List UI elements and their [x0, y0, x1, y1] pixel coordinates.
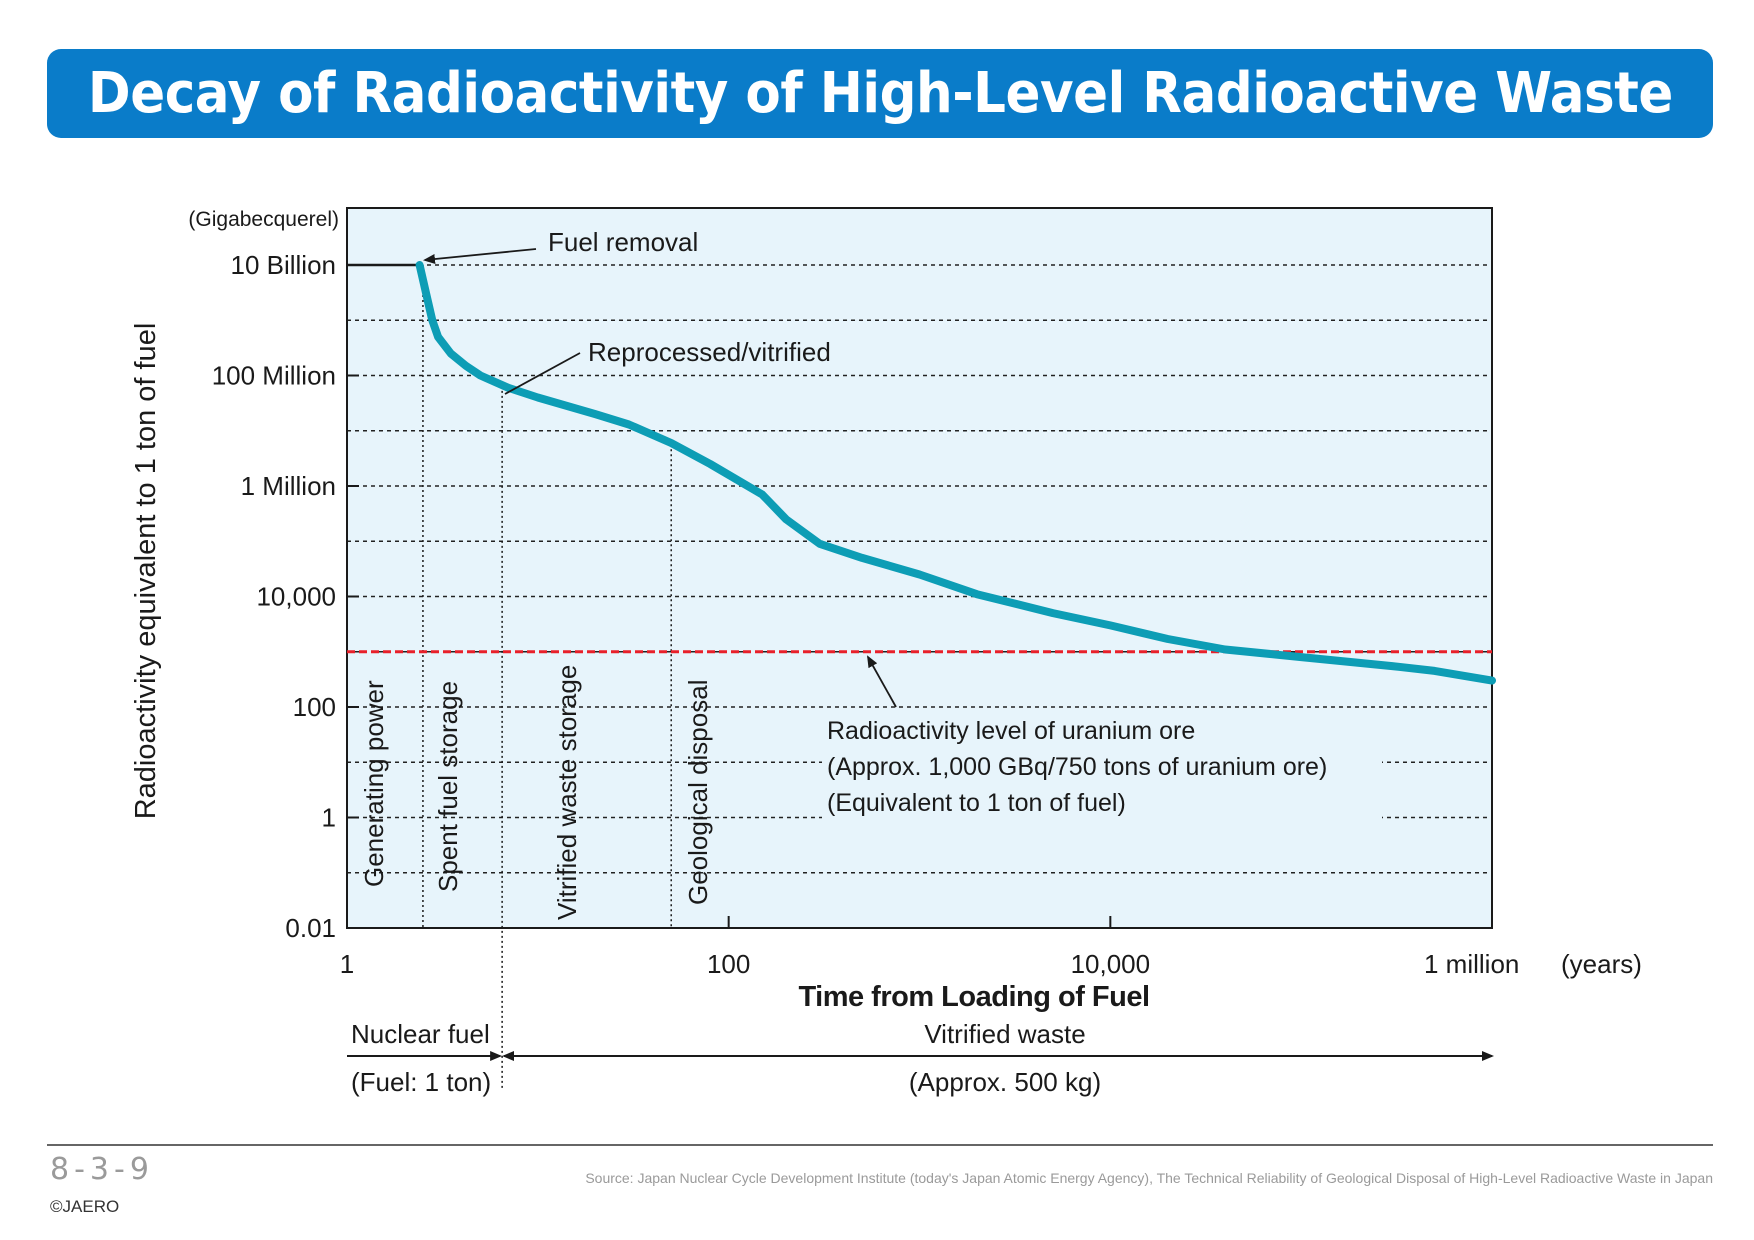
- y-unit-label: (Gigabecquerel): [188, 208, 339, 231]
- y-tick-label: 10,000: [256, 582, 336, 612]
- y-tick-label: 100: [293, 692, 336, 722]
- uranium-ore-label: (Approx. 1,000 GBq/750 tons of uranium o…: [827, 753, 1327, 781]
- plot-frame: [346, 207, 1493, 929]
- reprocessed-pointer: [504, 352, 581, 395]
- reprocessed-label: Reprocessed/vitrified: [588, 337, 831, 367]
- nuclear-fuel-label: Nuclear fuel: [351, 1019, 490, 1049]
- page-number: 8-3-9: [50, 1152, 154, 1187]
- title-banner: Decay of Radioactivity of High-Level Rad…: [47, 49, 1713, 138]
- vitrified-waste-amount: (Approx. 500 kg): [909, 1067, 1101, 1097]
- y-tick-label: 0.01: [285, 913, 336, 943]
- x-tick-label: 1: [340, 949, 354, 979]
- y-tick-label: 1: [322, 803, 336, 833]
- uranium-arrow: [867, 655, 897, 708]
- vitrified-waste-label: Vitrified waste: [924, 1019, 1085, 1049]
- x-tick-label: 1 million: [1424, 949, 1519, 979]
- uranium-label-bg: [822, 712, 1382, 819]
- nuclear-fuel-amount: (Fuel: 1 ton): [351, 1067, 491, 1097]
- x-tick-label: 10,000: [1071, 949, 1151, 979]
- fuel-removal-label: Fuel removal: [548, 227, 698, 257]
- y-tick-label: 10 Billion: [230, 250, 336, 280]
- phase-label: Geological disposal: [683, 680, 713, 905]
- phase-label: Spent fuel storage: [433, 681, 463, 892]
- x-axis-title: Time from Loading of Fuel: [798, 981, 1149, 1013]
- footer-divider: [47, 1144, 1713, 1146]
- source-citation: Source: Japan Nuclear Cycle Development …: [585, 1170, 1713, 1186]
- y-tick-label: 100 Million: [212, 361, 336, 391]
- decay-chart: 10 Billion 100 Million 1 Million 10,000 100 1…: [130, 207, 1642, 1097]
- phase-label: Generating power: [359, 680, 389, 887]
- uranium-ore-label: Radioactivity level of uranium ore: [827, 717, 1195, 745]
- uranium-ore-label: (Equivalent to 1 ton of fuel): [827, 789, 1126, 817]
- page-title: Decay of Radioactivity of High-Level Rad…: [87, 61, 1673, 126]
- x-unit-label: (years): [1561, 949, 1642, 979]
- copyright-notice: ©JAERO: [50, 1197, 120, 1216]
- decay-curve: [415, 261, 1496, 685]
- y-axis-title: Radioactivity equivalent to 1 ton of fue…: [130, 323, 162, 820]
- fuel-removal-arrow: [423, 248, 537, 264]
- y-tick-label: 1 Million: [241, 471, 336, 501]
- plot-area: [347, 208, 1492, 928]
- phase-label: Vitrified waste storage: [552, 665, 582, 920]
- x-tick-label: 100: [707, 949, 750, 979]
